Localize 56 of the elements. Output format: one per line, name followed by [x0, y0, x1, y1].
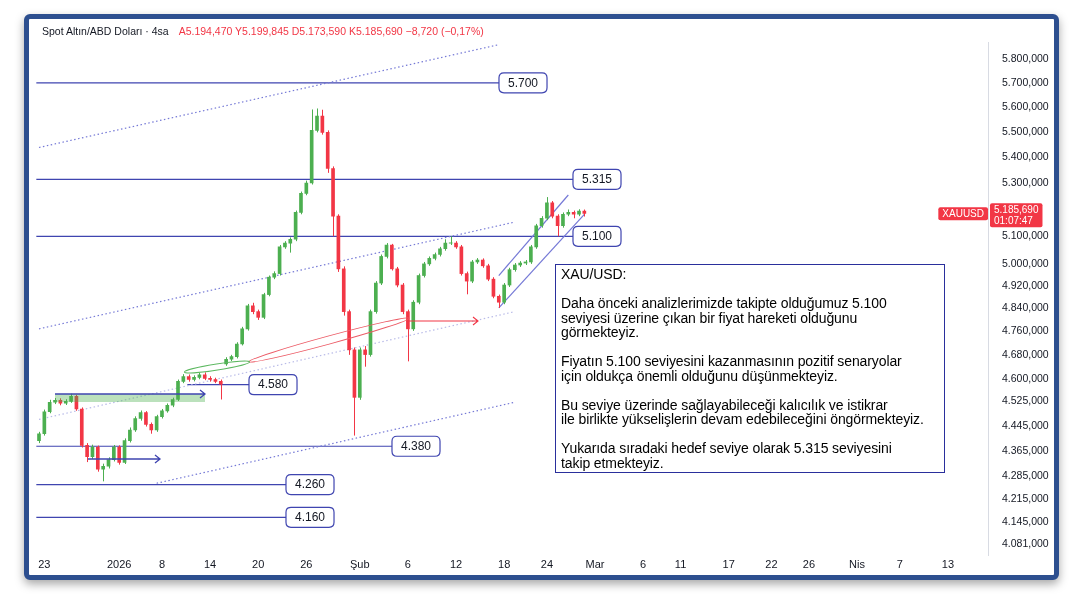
- y-tick-label: 4.600,000: [1002, 371, 1049, 384]
- x-tick-label: 26: [802, 557, 816, 570]
- y-tick-label: 5.400,000: [1002, 150, 1049, 163]
- y-tick-label: 4.445,000: [1002, 418, 1049, 431]
- ref-line-label: 5.315: [581, 172, 613, 187]
- ref-line-label: 4.380: [400, 439, 432, 454]
- ref-line-label: 4.260: [294, 477, 326, 492]
- x-tick-label: 24: [540, 557, 554, 570]
- x-tick-label: 17: [722, 557, 735, 570]
- y-tick-label: 4.285,000: [1002, 469, 1049, 482]
- x-tick-label: 6: [640, 557, 647, 570]
- x-tick-label: 23: [38, 557, 51, 570]
- ref-line-label: 4.160: [294, 510, 326, 525]
- candlestick: [448, 235, 453, 246]
- y-tick-label: 4.145,000: [1002, 515, 1049, 528]
- y-tick-label: 5.500,000: [1002, 125, 1049, 138]
- text: 5.185,690 01:07:47: [994, 204, 1039, 227]
- candlestick: [192, 374, 196, 382]
- x-tick-label: Şub: [350, 557, 370, 570]
- x-tick-label: Nis: [849, 557, 866, 570]
- x-tick-label: Mar: [585, 557, 605, 570]
- candlestick: [186, 373, 191, 383]
- chart-subtitle: A5.194,470 Y5.199,845 D5.173,590 K5.185,690 −8,720 (−0,17%): [178, 25, 484, 37]
- y-tick-label: 4.525,000: [1002, 394, 1049, 407]
- x-tick-label: 14: [203, 557, 217, 570]
- candlestick: [438, 246, 442, 257]
- x-tick-label: 8: [158, 557, 166, 570]
- ref-line-label: 5.700: [507, 75, 539, 90]
- y-tick-label: 5.700,000: [1002, 75, 1049, 88]
- chart-title: Spot Altın/ABD Doları · 4sa: [42, 25, 169, 37]
- y-tick-label: 5.100,000: [1002, 229, 1049, 242]
- x-tick-label: 12: [449, 557, 463, 570]
- x-tick-label: 18: [498, 557, 511, 570]
- x-tick-label: 6: [404, 557, 411, 570]
- x-tick-label: 11: [674, 557, 687, 570]
- x-tick-label: 13: [941, 557, 955, 570]
- y-tick-label: 5.600,000: [1002, 100, 1049, 113]
- y-tick-label: 4.920,000: [1002, 278, 1049, 291]
- text: XAU/USD: Daha önceki analizlerimizde takipte olduğumuz 5.100 seviyesi üzerine çıkan bir fiyat hareketi olduğunu görmekteyiz. Fiyatın 5.100 seviyesini kazanmasının pozitif senaryolar için oldukça önemli olduğunu düşünmekteyiz. Bu seviye üzerinde sağlayabileceği kalıcılık ve istikrar ile birlikte yükselişlerin devam edebileceğini öngörmekteyiz. Yukarıda sıradaki hedef seviye olarak 5.315 seviyesini takip etmekteyiz.: [561, 266, 924, 471]
- y-tick-label: 5.300,000: [1002, 176, 1049, 189]
- x-tick-label: 26: [300, 557, 313, 570]
- annotation: XAUUSD: [942, 208, 985, 220]
- ref-line-label: 4.580: [257, 377, 289, 392]
- y-tick-label: 4.760,000: [1002, 324, 1049, 337]
- y-tick-label: 5.000,000: [1002, 256, 1049, 269]
- x-tick-label: 22: [765, 557, 778, 570]
- ref-line-label: 5.100: [581, 229, 613, 244]
- x-tick-label: 2026: [106, 557, 132, 570]
- y-tick-label: 5.800,000: [1002, 51, 1049, 64]
- y-tick-label: 4.081,000: [1002, 536, 1049, 549]
- y-tick-label: 4.365,000: [1002, 443, 1049, 456]
- y-tick-label: 4.840,000: [1002, 301, 1049, 314]
- y-tick-label: 4.215,000: [1002, 492, 1049, 505]
- y-tick-label: 4.680,000: [1002, 347, 1049, 360]
- x-tick-label: 7: [896, 557, 903, 570]
- x-tick-label: 20: [252, 557, 265, 570]
